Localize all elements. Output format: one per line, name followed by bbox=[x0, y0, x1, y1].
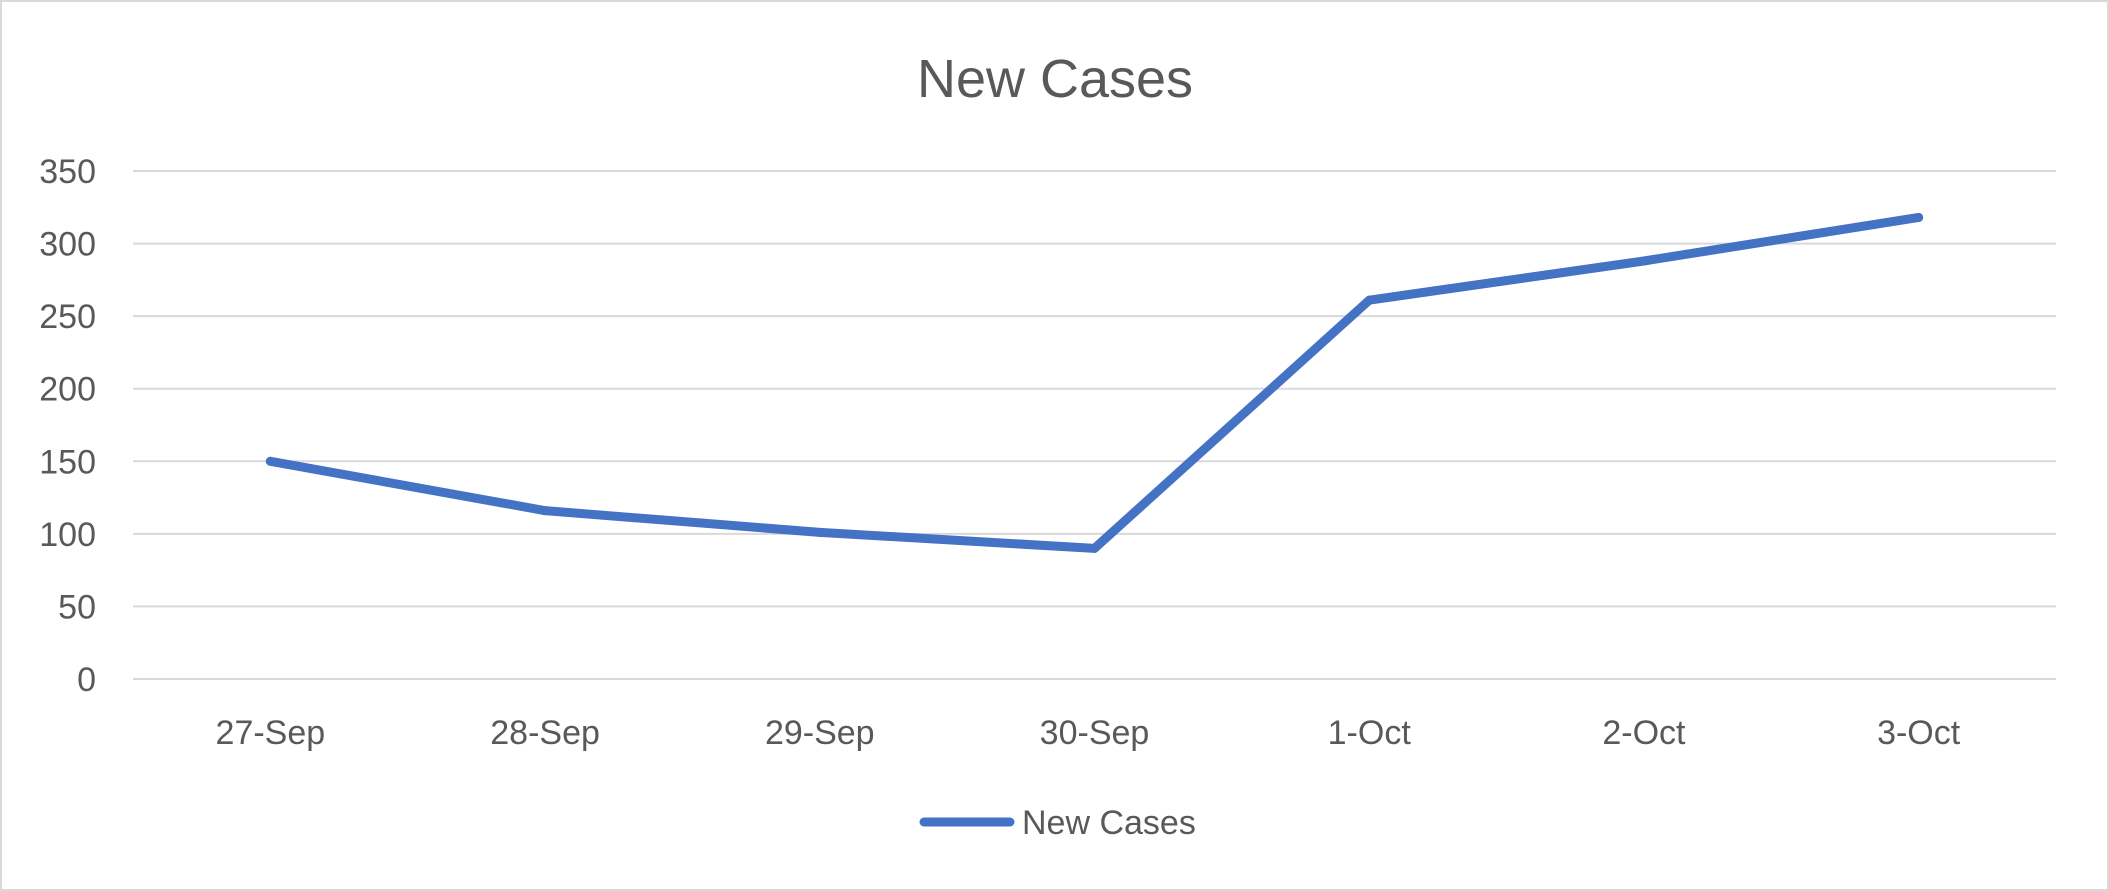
legend[interactable]: New Cases bbox=[919, 804, 1196, 842]
x-tick-label-27-Sep: 27-Sep bbox=[216, 714, 326, 752]
y-tick-label-350: 350 bbox=[39, 153, 96, 191]
y-axis-tick-labels: 0 50 100 150 200 250 300 350 bbox=[39, 153, 96, 699]
data-point-1-Oct[interactable] bbox=[1364, 295, 1374, 305]
x-tick-label-30-Sep: 30-Sep bbox=[1040, 714, 1150, 752]
data-point-29-Sep[interactable] bbox=[815, 527, 825, 537]
y-tick-label-50: 50 bbox=[58, 588, 96, 626]
data-point-28-Sep[interactable] bbox=[540, 506, 550, 516]
y-tick-label-300: 300 bbox=[39, 226, 96, 264]
data-point-3-Oct[interactable] bbox=[1914, 212, 1924, 222]
data-point-30-Sep[interactable] bbox=[1090, 543, 1099, 553]
chart-title: New Cases bbox=[917, 49, 1193, 109]
x-tick-label-28-Sep: 28-Sep bbox=[490, 714, 600, 752]
gridlines bbox=[133, 170, 2056, 680]
data-point-27-Sep[interactable] bbox=[265, 456, 275, 466]
y-tick-label-250: 250 bbox=[39, 298, 96, 336]
legend-label-new-cases: New Cases bbox=[1022, 804, 1196, 842]
y-tick-label-150: 150 bbox=[39, 443, 96, 481]
x-tick-label-2-Oct: 2-Oct bbox=[1602, 714, 1686, 752]
y-tick-label-100: 100 bbox=[39, 516, 96, 554]
series-layer bbox=[265, 212, 1924, 553]
x-tick-label-29-Sep: 29-Sep bbox=[765, 714, 875, 752]
y-tick-label-0: 0 bbox=[77, 661, 96, 699]
data-point-2-Oct[interactable] bbox=[1639, 256, 1649, 266]
y-tick-label-200: 200 bbox=[39, 371, 96, 409]
x-tick-label-1-Oct: 1-Oct bbox=[1328, 714, 1412, 752]
x-tick-label-3-Oct: 3-Oct bbox=[1877, 714, 1961, 752]
series-line-0[interactable] bbox=[265, 212, 1924, 553]
x-axis-tick-labels: 27-Sep 28-Sep 29-Sep 30-Sep 1-Oct 2-Oct 3-Oct bbox=[216, 714, 1961, 752]
